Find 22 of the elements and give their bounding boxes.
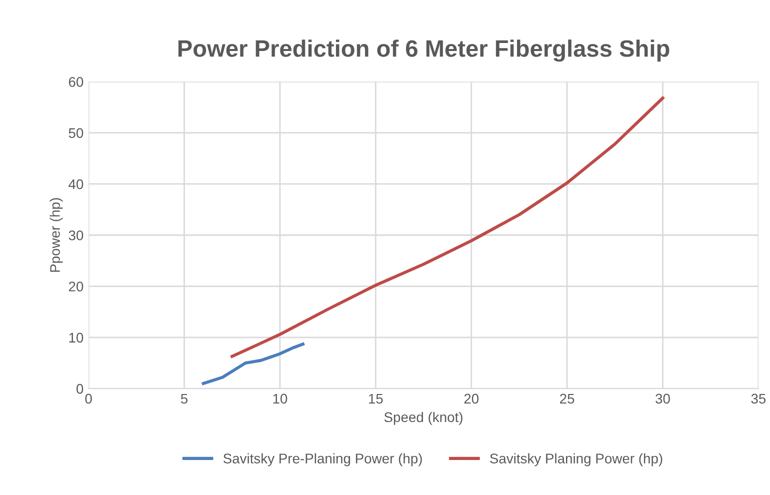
y-tick-label: 40 <box>68 179 84 190</box>
x-tick-label: 35 <box>751 394 766 404</box>
line-series <box>202 342 304 385</box>
x-tick-label: 5 <box>180 394 188 404</box>
x-tick-label: 10 <box>273 394 288 404</box>
x-tick-label: 25 <box>560 394 574 404</box>
y-tick-label: 0 <box>76 384 84 394</box>
line-series <box>230 96 664 358</box>
y-axis-title: Ppower (hp) <box>50 198 63 272</box>
legend-label: Savitsky Planing Power (hp) <box>490 453 662 466</box>
x-tick-label: 20 <box>464 394 479 404</box>
y-tick-label: 20 <box>68 282 84 292</box>
y-tick-label: 10 <box>69 332 84 343</box>
y-tick-label: 30 <box>68 230 84 240</box>
y-tick-label: 50 <box>68 128 84 138</box>
y-tick-label: 60 <box>68 77 84 87</box>
chart-title: Power Prediction of 6 Meter Fiberglass Ship <box>178 40 670 62</box>
legend-label: Savitsky Pre-Planing Power (hp) <box>223 453 422 466</box>
x-axis-title: Speed (knot) <box>384 412 462 425</box>
x-tick-label: 0 <box>85 394 92 404</box>
x-tick-label: 30 <box>656 394 670 404</box>
x-tick-label: 15 <box>368 394 383 404</box>
